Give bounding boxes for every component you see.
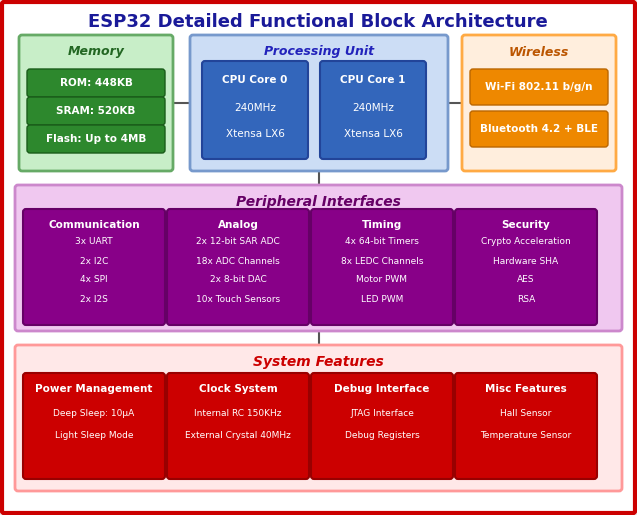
Text: Bluetooth 4.2 + BLE: Bluetooth 4.2 + BLE: [480, 124, 598, 134]
Text: External Crystal 40MHz: External Crystal 40MHz: [185, 432, 291, 440]
FancyBboxPatch shape: [27, 125, 165, 153]
FancyBboxPatch shape: [311, 373, 453, 479]
Text: Deep Sleep: 10μA: Deep Sleep: 10μA: [54, 409, 134, 419]
Text: RSA: RSA: [517, 295, 535, 303]
FancyBboxPatch shape: [320, 61, 426, 159]
Text: Crypto Acceleration: Crypto Acceleration: [481, 237, 571, 247]
Text: Power Management: Power Management: [35, 384, 153, 394]
Text: Hardware SHA: Hardware SHA: [494, 256, 559, 266]
Text: 8x LEDC Channels: 8x LEDC Channels: [341, 256, 423, 266]
Text: JTAG Interface: JTAG Interface: [350, 409, 414, 419]
Text: Security: Security: [501, 220, 550, 230]
FancyBboxPatch shape: [23, 373, 165, 479]
Text: 4x 64-bit Timers: 4x 64-bit Timers: [345, 237, 419, 247]
FancyBboxPatch shape: [19, 35, 173, 171]
Text: LED PWM: LED PWM: [361, 295, 403, 303]
Text: Light Sleep Mode: Light Sleep Mode: [55, 432, 133, 440]
FancyBboxPatch shape: [470, 69, 608, 105]
Text: SRAM: 520KB: SRAM: 520KB: [56, 106, 136, 116]
FancyBboxPatch shape: [455, 373, 597, 479]
Text: Wireless: Wireless: [509, 45, 569, 59]
FancyBboxPatch shape: [190, 35, 448, 171]
Text: Temperature Sensor: Temperature Sensor: [480, 432, 571, 440]
Text: 2x I2S: 2x I2S: [80, 295, 108, 303]
FancyBboxPatch shape: [167, 209, 309, 325]
Text: 240MHz: 240MHz: [352, 103, 394, 113]
Text: Flash: Up to 4MB: Flash: Up to 4MB: [46, 134, 146, 144]
Text: 2x I2C: 2x I2C: [80, 256, 108, 266]
Text: Motor PWM: Motor PWM: [357, 276, 408, 284]
Text: 3x UART: 3x UART: [75, 237, 113, 247]
Text: 2x 12-bit SAR ADC: 2x 12-bit SAR ADC: [196, 237, 280, 247]
Text: AES: AES: [517, 276, 534, 284]
Text: 4x SPI: 4x SPI: [80, 276, 108, 284]
Text: Memory: Memory: [68, 45, 124, 59]
Text: Processing Unit: Processing Unit: [264, 45, 374, 59]
Text: System Features: System Features: [253, 355, 384, 369]
Text: CPU Core 0: CPU Core 0: [222, 75, 288, 85]
Text: Timing: Timing: [362, 220, 402, 230]
Text: Analog: Analog: [218, 220, 259, 230]
Text: 10x Touch Sensors: 10x Touch Sensors: [196, 295, 280, 303]
Text: Debug Interface: Debug Interface: [334, 384, 430, 394]
Text: CPU Core 1: CPU Core 1: [340, 75, 406, 85]
Text: 2x 8-bit DAC: 2x 8-bit DAC: [210, 276, 266, 284]
Text: Xtensa LX6: Xtensa LX6: [343, 129, 403, 139]
Text: Wi-Fi 802.11 b/g/n: Wi-Fi 802.11 b/g/n: [485, 82, 593, 92]
FancyBboxPatch shape: [167, 373, 309, 479]
FancyBboxPatch shape: [455, 209, 597, 325]
FancyBboxPatch shape: [27, 69, 165, 97]
Text: ESP32 Detailed Functional Block Architecture: ESP32 Detailed Functional Block Architec…: [88, 13, 548, 31]
Text: 18x ADC Channels: 18x ADC Channels: [196, 256, 280, 266]
Text: Internal RC 150KHz: Internal RC 150KHz: [194, 409, 282, 419]
FancyBboxPatch shape: [470, 111, 608, 147]
Text: Misc Features: Misc Features: [485, 384, 567, 394]
FancyBboxPatch shape: [311, 209, 453, 325]
Text: Clock System: Clock System: [199, 384, 277, 394]
Text: 240MHz: 240MHz: [234, 103, 276, 113]
Text: Debug Registers: Debug Registers: [345, 432, 419, 440]
Text: Communication: Communication: [48, 220, 140, 230]
FancyBboxPatch shape: [15, 185, 622, 331]
FancyBboxPatch shape: [23, 209, 165, 325]
FancyBboxPatch shape: [202, 61, 308, 159]
FancyBboxPatch shape: [462, 35, 616, 171]
Text: Hall Sensor: Hall Sensor: [500, 409, 552, 419]
FancyBboxPatch shape: [27, 97, 165, 125]
Text: Peripheral Interfaces: Peripheral Interfaces: [236, 195, 401, 209]
FancyBboxPatch shape: [15, 345, 622, 491]
Text: Xtensa LX6: Xtensa LX6: [225, 129, 285, 139]
Text: ROM: 448KB: ROM: 448KB: [60, 78, 132, 88]
